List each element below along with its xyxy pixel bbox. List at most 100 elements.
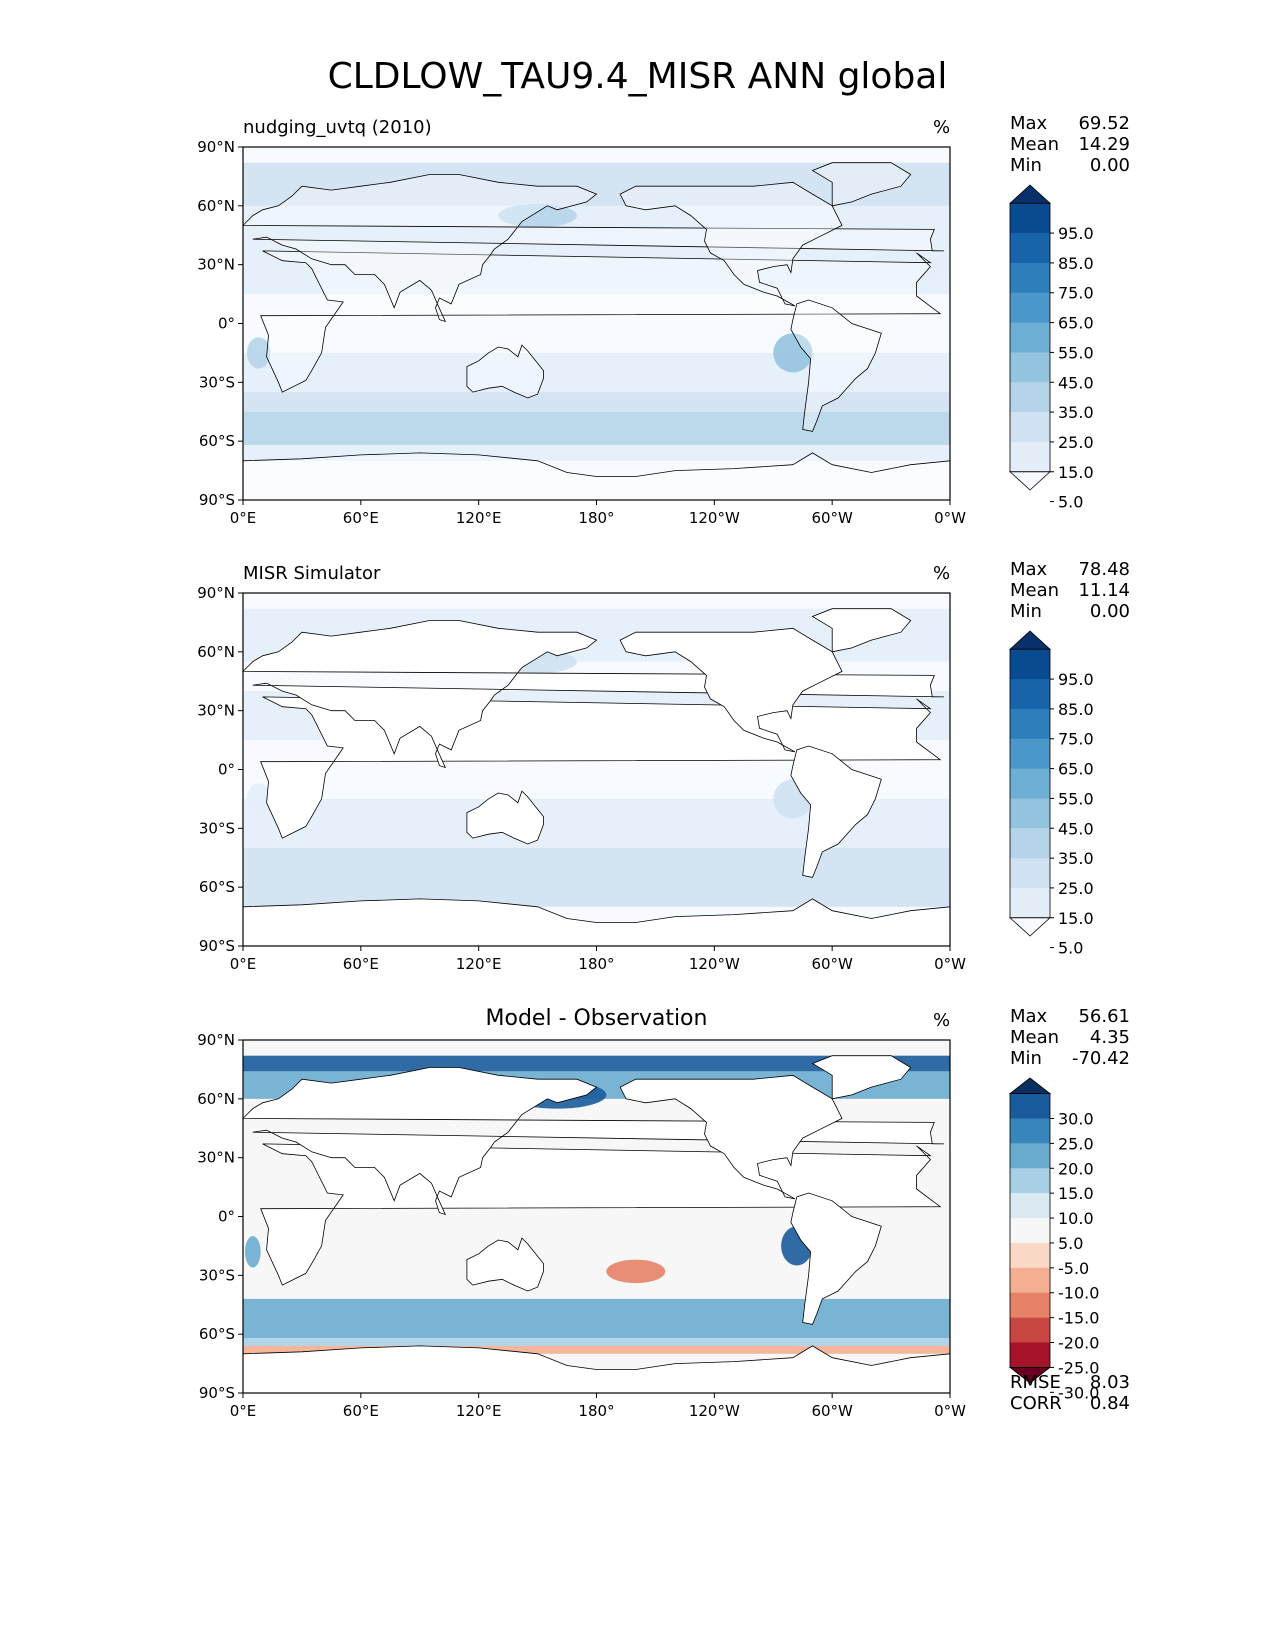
lon-tick-label: 0°E bbox=[230, 509, 257, 527]
colorbar: 95.0 85.0 75.0 65.0 55.0 45.0 35.0 25.0 15.0 5.0 bbox=[1008, 630, 1094, 958]
lon-tick-label: 60°E bbox=[343, 509, 379, 527]
colorbar-tick-label: 35.0 bbox=[1058, 403, 1094, 422]
colorbar-segment bbox=[1010, 1143, 1050, 1169]
colorbar-extend-min bbox=[1008, 917, 1052, 937]
colorbar-tick-label: 25.0 bbox=[1058, 879, 1094, 898]
colorbar-segment bbox=[1010, 1218, 1050, 1244]
field-band bbox=[243, 352, 950, 393]
colorbar-tick-label: -30.0 bbox=[1058, 1383, 1099, 1402]
coastline bbox=[790, 1192, 882, 1325]
lon-tick-label: 60°E bbox=[343, 1402, 379, 1420]
stat-value-max: 69.52 bbox=[1078, 113, 1130, 134]
colorbar-tick-label: 45.0 bbox=[1058, 819, 1094, 838]
colorbar-segment bbox=[1010, 1093, 1050, 1119]
lon-tick-label: 120°W bbox=[689, 509, 740, 527]
colorbar-tick-label: 95.0 bbox=[1058, 670, 1094, 689]
colorbar-segment bbox=[1010, 1342, 1050, 1368]
lon-tick-label: 120°W bbox=[689, 955, 740, 973]
coastline bbox=[619, 1074, 843, 1200]
colorbar-tick-label: 75.0 bbox=[1058, 730, 1094, 749]
field-patch bbox=[246, 783, 271, 815]
colorbar-segment bbox=[1010, 1242, 1050, 1269]
stat-value-mean: 4.35 bbox=[1089, 1027, 1130, 1048]
lat-tick-label: 30°N bbox=[197, 702, 235, 720]
lat-tick-label: 60°N bbox=[197, 1090, 235, 1108]
colorbar-tick-label: 15.0 bbox=[1058, 1184, 1094, 1203]
colorbar-segment bbox=[1010, 352, 1050, 383]
colorbar-segment bbox=[1010, 441, 1050, 473]
colorbar-segment bbox=[1010, 322, 1050, 353]
lat-tick-label: 90°N bbox=[197, 584, 235, 602]
coastline bbox=[243, 452, 950, 500]
colorbar-segment bbox=[1010, 382, 1050, 413]
units-label: % bbox=[933, 563, 951, 584]
field-patch bbox=[244, 1236, 261, 1268]
colorbar-segment bbox=[1010, 292, 1050, 324]
stat-label-mean: Mean bbox=[1010, 134, 1060, 155]
colorbar-segment bbox=[1010, 1292, 1050, 1319]
coastline bbox=[243, 898, 950, 946]
map-field bbox=[243, 147, 950, 500]
colorbar-tick-label: 85.0 bbox=[1058, 700, 1094, 719]
colorbar-tick-label: 20.0 bbox=[1058, 1159, 1094, 1178]
colorbar-tick-label: -15.0 bbox=[1058, 1309, 1099, 1328]
lat-tick-label: 30°S bbox=[199, 373, 235, 391]
colorbar-segment bbox=[1010, 679, 1050, 710]
colorbar-segment bbox=[1010, 1193, 1050, 1219]
field-band bbox=[243, 1345, 950, 1354]
field-band bbox=[243, 205, 950, 246]
colorbar-extend-max bbox=[1008, 184, 1052, 204]
colorbar-segment bbox=[1010, 887, 1050, 919]
field-patch bbox=[246, 337, 271, 369]
colorbar-segment bbox=[1010, 203, 1050, 234]
field-band bbox=[243, 245, 950, 295]
coastline bbox=[466, 1237, 544, 1292]
lat-tick-label: 60°S bbox=[199, 432, 235, 450]
coastline bbox=[619, 181, 843, 307]
lat-tick-label: 90°N bbox=[197, 1031, 235, 1049]
colorbar-tick-label: 5.0 bbox=[1058, 493, 1083, 512]
colorbar-tick-label: 10.0 bbox=[1058, 1209, 1094, 1228]
colorbar-segment bbox=[1010, 1317, 1050, 1344]
colorbar-tick-label: 25.0 bbox=[1058, 1134, 1094, 1153]
stat-label-min: Min bbox=[1010, 601, 1042, 622]
coastline bbox=[811, 608, 912, 653]
lon-tick-label: 180° bbox=[578, 955, 614, 973]
lat-tick-label: 90°S bbox=[199, 491, 235, 509]
colorbar-segment bbox=[1010, 649, 1050, 680]
lat-tick-label: 30°S bbox=[199, 819, 235, 837]
lon-tick-label: 180° bbox=[578, 1402, 614, 1420]
footer-stat-label-corr: CORR bbox=[1010, 1393, 1062, 1414]
stat-value-min: 0.00 bbox=[1089, 155, 1130, 176]
colorbar-segment bbox=[1010, 262, 1050, 294]
lat-tick-label: 0° bbox=[218, 761, 235, 779]
footer-stat-label-rmse: RMSE bbox=[1010, 1372, 1061, 1393]
lat-tick-label: 90°S bbox=[199, 937, 235, 955]
coastline bbox=[619, 627, 843, 753]
lat-tick-label: 0° bbox=[218, 315, 235, 333]
colorbar-tick-label: 45.0 bbox=[1058, 373, 1094, 392]
coastline bbox=[243, 1345, 950, 1393]
lon-tick-label: 120°E bbox=[456, 509, 502, 527]
colorbar-tick-label: 55.0 bbox=[1058, 789, 1094, 808]
stat-value-mean: 14.29 bbox=[1078, 134, 1130, 155]
lon-tick-label: 120°E bbox=[456, 1402, 502, 1420]
field-band bbox=[243, 1338, 950, 1346]
colorbar-tick-label: -20.0 bbox=[1058, 1334, 1099, 1353]
stat-label-max: Max bbox=[1010, 1006, 1048, 1027]
colorbar-tick-label: 75.0 bbox=[1058, 284, 1094, 303]
colorbar-segment bbox=[1010, 412, 1050, 443]
stat-value-max: 56.61 bbox=[1078, 1006, 1130, 1027]
colorbar-tick-label: 15.0 bbox=[1058, 909, 1094, 928]
field-band bbox=[243, 847, 950, 907]
colorbar-tick-label: 65.0 bbox=[1058, 760, 1094, 779]
lon-tick-label: 0°W bbox=[934, 1402, 966, 1420]
colorbar-segment bbox=[1010, 1267, 1050, 1294]
colorbar-tick-label: 65.0 bbox=[1058, 314, 1094, 333]
map-panel-1: 90°N 60°N 30°N 0° 30°S 60°S 90°S0°E 60°E 120°E 18… bbox=[197, 138, 1093, 527]
stat-label-mean: Mean bbox=[1010, 580, 1060, 601]
coastline bbox=[811, 1055, 912, 1100]
coastline bbox=[466, 344, 544, 399]
colorbar-tick-label: 30.0 bbox=[1058, 1109, 1094, 1128]
